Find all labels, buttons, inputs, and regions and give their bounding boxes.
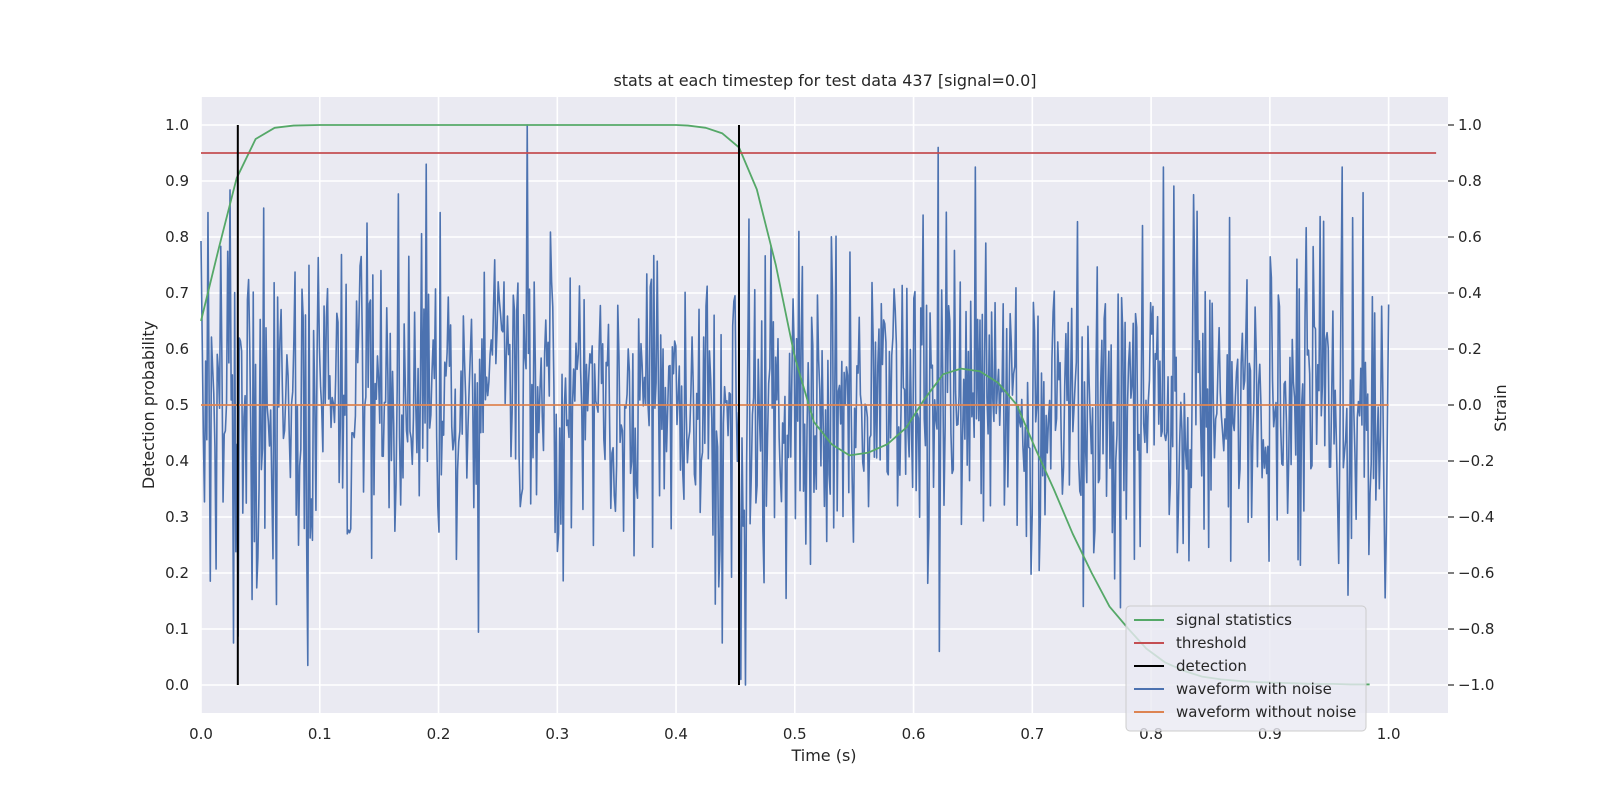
legend-entry-waveform-with-noise: waveform with noise	[1134, 680, 1332, 698]
legend-entry-waveform-without-noise: waveform without noise	[1134, 703, 1356, 721]
y-left-tick-label: 0.6	[165, 340, 189, 358]
y-left-tick-label: 0.0	[165, 676, 189, 694]
x-tick-label: 1.0	[1377, 725, 1401, 743]
legend-box	[1125, 605, 1367, 732]
legend-label: threshold	[1176, 634, 1247, 652]
y-left-tick-label: 0.4	[165, 452, 189, 470]
series-waveform-with-noise-line	[200, 124, 1390, 686]
y-right-tick-label: 0.0	[1458, 396, 1482, 414]
x-tick-label: 0.0	[189, 725, 213, 743]
y-left-tick-label: 0.3	[165, 508, 189, 526]
legend-label: signal statistics	[1176, 611, 1292, 629]
x-tick-label: 0.5	[783, 725, 807, 743]
legend-entry-signal-statistics: signal statistics	[1134, 611, 1292, 629]
y-right-tick-label: −0.4	[1458, 508, 1494, 526]
y-right-tick-label: 1.0	[1458, 116, 1482, 134]
y-right-tick-label: −1.0	[1458, 676, 1494, 694]
legend-entry-detection: detection	[1134, 657, 1247, 675]
y-left-tick-label: 0.5	[165, 396, 189, 414]
y-left-tick-label: 0.9	[165, 172, 189, 190]
y-left-tick-label: 0.2	[165, 564, 189, 582]
x-tick-label: 0.4	[664, 725, 688, 743]
y-left-tick-label: 0.8	[165, 228, 189, 246]
x-tick-label: 0.1	[308, 725, 332, 743]
y-axis-right: −1.0 −0.8 −0.6 −0.4 −0.2 0.0 0.2 0.4 0.6 0.8 1.0	[1448, 116, 1494, 694]
legend-entry-threshold: threshold	[1134, 634, 1247, 652]
y-right-tick-label: 0.2	[1458, 340, 1482, 358]
x-tick-label: 0.2	[427, 725, 451, 743]
y-axis-left: 0.0 0.1 0.2 0.3 0.4 0.5 0.6 0.7 0.8 0.9 1.0	[165, 116, 189, 694]
y-right-tick-label: 0.6	[1458, 228, 1482, 246]
y-left-tick-label: 0.7	[165, 284, 189, 302]
y-left-tick-label: 0.1	[165, 620, 189, 638]
x-tick-label: 0.6	[902, 725, 926, 743]
y-right-tick-label: 0.8	[1458, 172, 1482, 190]
y-right-tick-label: 0.4	[1458, 284, 1482, 302]
x-tick-label: 0.3	[545, 725, 569, 743]
legend-label: waveform without noise	[1176, 703, 1356, 721]
y-right-tick-label: −0.2	[1458, 452, 1494, 470]
y-right-tick-label: −0.8	[1458, 620, 1494, 638]
x-tick-label: 0.7	[1020, 725, 1044, 743]
y-right-tick-label: −0.6	[1458, 564, 1494, 582]
legend: signal statistics threshold detection wavef…	[1125, 605, 1367, 732]
chart-title: stats at each timestep for test data 437…	[613, 71, 1036, 90]
y-axis-left-label: Detection probability	[139, 321, 158, 489]
y-left-tick-label: 1.0	[165, 116, 189, 134]
x-axis-label: Time (s)	[790, 746, 856, 765]
legend-label: waveform with noise	[1176, 680, 1332, 698]
legend-label: detection	[1176, 657, 1247, 675]
y-axis-right-label: Strain	[1491, 384, 1510, 431]
